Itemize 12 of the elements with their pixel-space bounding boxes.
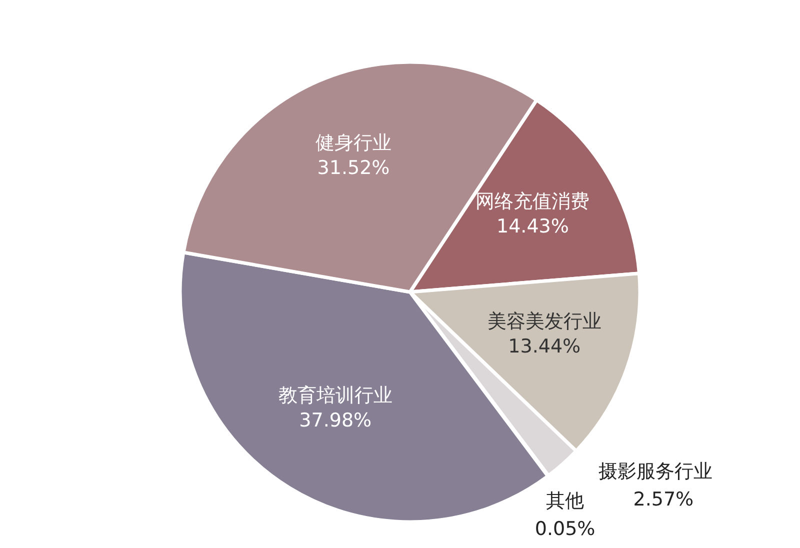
data-label: 0.05% (534, 518, 596, 540)
data-label: 13.44% (508, 336, 581, 358)
slice-label: 教育培训行业 (278, 384, 392, 407)
slice-label: 健身行业 (316, 132, 392, 154)
slice-label: 摄影服务行业 (598, 460, 712, 483)
data-label: 31.52% (317, 157, 390, 180)
slice-label: 网络充值消费 (476, 190, 590, 212)
data-label: 2.57% (633, 488, 694, 511)
slice-label: 美容美发行业 (487, 310, 602, 333)
slice-label: 其他 (546, 490, 584, 512)
data-label: 37.98% (299, 410, 372, 432)
data-label: 14.43% (496, 215, 569, 238)
